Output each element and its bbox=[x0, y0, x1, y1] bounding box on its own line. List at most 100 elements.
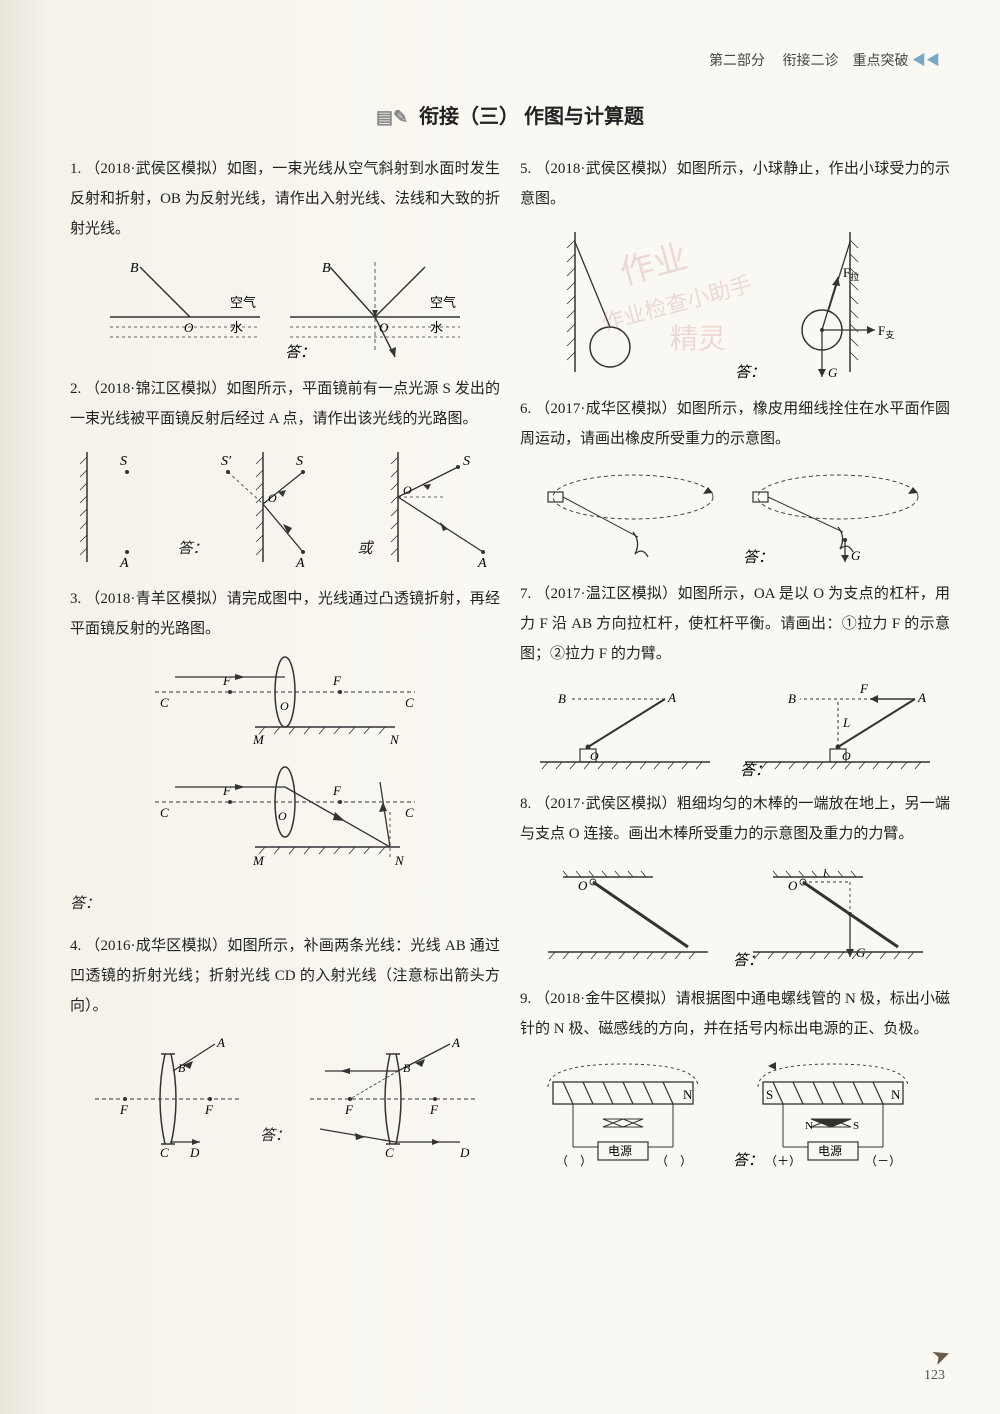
svg-text:F: F bbox=[222, 783, 232, 798]
question-7: 7. （2017·温江区模拟）如图所示，OA 是以 O 为支点的杠杆，用力 F … bbox=[520, 579, 950, 777]
svg-text:F: F bbox=[344, 1102, 354, 1117]
header-subtitle: 衔接二诊 重点突破 bbox=[783, 54, 909, 69]
svg-text:C: C bbox=[160, 805, 169, 820]
svg-text:O: O bbox=[280, 699, 289, 713]
q6-diagram-right: G 答： bbox=[733, 462, 938, 567]
q9-src: （2018·金牛区模拟） bbox=[535, 991, 676, 1007]
question-6: 6. （2017·成华区模拟）如图所示，橡皮用细线拴住在水平面作圆周运动，请画出… bbox=[520, 394, 950, 567]
svg-text:N: N bbox=[891, 1087, 901, 1102]
svg-text:答：: 答： bbox=[740, 762, 770, 777]
svg-text:D: D bbox=[459, 1145, 470, 1159]
svg-text:C: C bbox=[160, 1145, 169, 1159]
q2-or-label: 或 bbox=[358, 534, 373, 564]
q3-diagram-bottom: F F C C O MN bbox=[135, 762, 435, 877]
q5-src: （2018·武侯区模拟） bbox=[535, 161, 677, 177]
q7-num: 7. bbox=[520, 586, 531, 602]
svg-text:电源: 电源 bbox=[818, 1144, 842, 1158]
svg-text:S: S bbox=[463, 454, 470, 469]
q8-diagram-right: O G l 答： bbox=[728, 857, 938, 972]
title-prefix: 衔接（三） bbox=[419, 106, 519, 128]
q4-figure: F F A B C D 答： bbox=[70, 1029, 500, 1159]
q8-text: 8. （2017·武侯区模拟）粗细均匀的木棒的一端放在地上，另一端与支点 O 连… bbox=[520, 789, 950, 849]
svg-text:答：: 答： bbox=[735, 364, 765, 381]
q1-text: 1. （2018·武侯区模拟）如图，一束光线从空气斜射到水面时发生反射和折射，O… bbox=[70, 154, 500, 244]
svg-text:O: O bbox=[842, 749, 851, 763]
svg-text:F拉: F拉 bbox=[843, 265, 859, 282]
svg-text:水: 水 bbox=[230, 320, 243, 335]
svg-text:答：: 答： bbox=[733, 952, 763, 969]
q3-text: 3. （2018·青羊区模拟）请完成图中，光线通过凸透镜折射，再经平面镜反射的光… bbox=[70, 584, 500, 644]
page-header: 第二部分 衔接二诊 重点突破 ◀◀ bbox=[70, 50, 950, 70]
svg-text:C: C bbox=[405, 805, 414, 820]
header-section: 第二部分 bbox=[709, 54, 765, 69]
question-9: 9. （2018·金牛区模拟）请根据图中通电螺线管的 N 极，标出小磁针的 N … bbox=[520, 984, 950, 1172]
question-2: 2. （2018·锦江区模拟）如图所示，平面镜前有一点光源 S 发出的一束光线被… bbox=[70, 374, 500, 572]
svg-text:A: A bbox=[216, 1035, 225, 1050]
svg-text:F: F bbox=[222, 673, 232, 688]
question-8: 8. （2017·武侯区模拟）粗细均匀的木棒的一端放在地上，另一端与支点 O 连… bbox=[520, 789, 950, 972]
q8-figure: O O G bbox=[520, 857, 950, 972]
page-number: 123 bbox=[924, 1368, 945, 1384]
q8-num: 8. bbox=[520, 796, 531, 812]
svg-text:A: A bbox=[451, 1035, 460, 1050]
svg-text:G: G bbox=[828, 365, 838, 380]
svg-text:G: G bbox=[851, 548, 861, 563]
content-columns: 1. （2018·武侯区模拟）如图，一束光线从空气斜射到水面时发生反射和折射，O… bbox=[70, 154, 950, 1184]
svg-text:答：: 答： bbox=[285, 344, 315, 361]
q7-diagram-left: O A B bbox=[530, 677, 720, 777]
header-arrows: ◀◀ bbox=[912, 54, 940, 69]
svg-text:S′: S′ bbox=[221, 454, 232, 469]
book-icon: ▤✎ bbox=[376, 107, 408, 127]
q4-num: 4. bbox=[70, 938, 81, 954]
svg-text:B: B bbox=[322, 261, 331, 276]
svg-text:F: F bbox=[332, 673, 342, 688]
q3-figure: F F C C O MN F F bbox=[70, 652, 500, 877]
svg-text:O: O bbox=[379, 320, 389, 335]
q5-figure: 作业 作业检查小助手 精灵 bbox=[520, 222, 950, 382]
q2-ans-label: 答： bbox=[177, 534, 207, 564]
svg-text:O: O bbox=[403, 483, 412, 497]
svg-text:M: M bbox=[252, 853, 265, 868]
q1-num: 1. bbox=[70, 161, 81, 177]
q2-src: （2018·锦江区模拟） bbox=[85, 381, 226, 397]
q9-text: 9. （2018·金牛区模拟）请根据图中通电螺线管的 N 极，标出小磁针的 N … bbox=[520, 984, 950, 1044]
q7-figure: O A B O A B bbox=[520, 677, 950, 777]
svg-text:O: O bbox=[590, 749, 599, 763]
question-3: 3. （2018·青羊区模拟）请完成图中，光线通过凸透镜折射，再经平面镜反射的光… bbox=[70, 584, 500, 919]
q4-ans-label: 答： bbox=[260, 1121, 290, 1151]
q3-num: 3. bbox=[70, 591, 81, 607]
svg-text:A: A bbox=[119, 556, 129, 571]
q8-diagram-left: O bbox=[533, 857, 718, 972]
svg-text:空气: 空气 bbox=[230, 295, 256, 310]
svg-text:O: O bbox=[788, 878, 798, 893]
svg-text:A: A bbox=[917, 690, 926, 705]
q4-src: （2016·成华区模拟） bbox=[85, 938, 227, 954]
svg-text:B: B bbox=[403, 1061, 411, 1075]
svg-text:F: F bbox=[859, 681, 869, 696]
svg-text:F: F bbox=[429, 1102, 439, 1117]
q7-text: 7. （2017·温江区模拟）如图所示，OA 是以 O 为支点的杠杆，用力 F … bbox=[520, 579, 950, 669]
svg-text:答：: 答： bbox=[733, 1152, 763, 1169]
q1-figure: B O 空气 水 B bbox=[70, 252, 500, 362]
question-5: 5. （2018·武侯区模拟）如图所示，小球静止，作出小球受力的示意图。 作业 … bbox=[520, 154, 950, 382]
svg-text:O: O bbox=[184, 320, 194, 335]
svg-text:S: S bbox=[853, 1120, 859, 1132]
q3-src: （2018·青羊区模拟） bbox=[85, 591, 227, 607]
svg-text:M: M bbox=[252, 732, 265, 747]
svg-text:B: B bbox=[130, 261, 139, 276]
q6-num: 6. bbox=[520, 401, 531, 417]
section-title: ▤✎ 衔接（三） 作图与计算题 bbox=[70, 100, 950, 129]
svg-text:B: B bbox=[178, 1061, 186, 1075]
q3-diagram-top: F F C C O MN bbox=[135, 652, 435, 752]
svg-text:B: B bbox=[788, 691, 796, 706]
svg-text:S: S bbox=[296, 454, 303, 469]
svg-text:（－）: （－） bbox=[865, 1154, 901, 1168]
q1-diagram-right: B O 空气 水 答： bbox=[280, 252, 470, 362]
svg-text:A: A bbox=[295, 556, 305, 571]
q4-diagram-left: F F A B C D bbox=[85, 1029, 250, 1159]
q9-diagram-right: S N NS 电源 （＋） （－） 答： bbox=[733, 1052, 943, 1172]
q1-diagram-left: B O 空气 水 bbox=[100, 252, 270, 362]
q9-figure: N 电源 （ ） （ ） bbox=[520, 1052, 950, 1172]
q6-figure: G 答： bbox=[520, 462, 950, 567]
q6-diagram-left bbox=[533, 462, 723, 567]
